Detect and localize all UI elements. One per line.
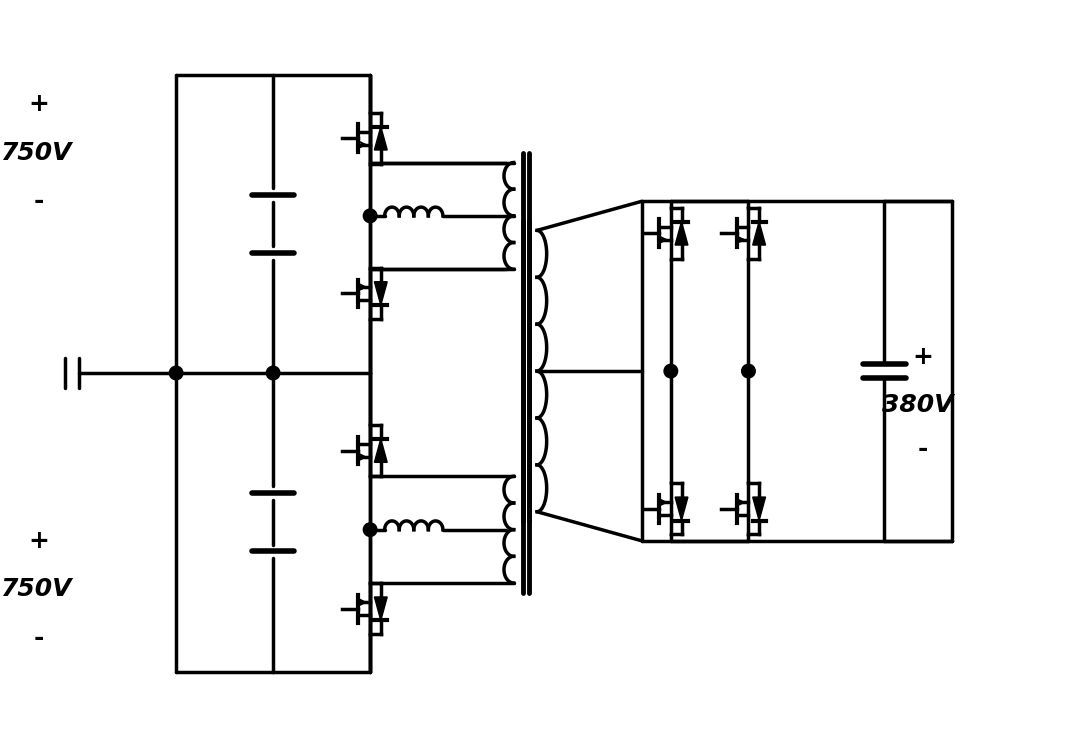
Circle shape (741, 364, 755, 378)
Polygon shape (375, 439, 388, 463)
Circle shape (266, 366, 280, 380)
Polygon shape (375, 597, 388, 621)
Circle shape (170, 366, 183, 380)
Polygon shape (753, 497, 766, 521)
Polygon shape (375, 127, 388, 150)
Polygon shape (375, 282, 388, 305)
Circle shape (363, 209, 377, 222)
Text: 380V: 380V (882, 393, 954, 417)
Circle shape (363, 523, 377, 536)
Text: 750V: 750V (0, 141, 72, 165)
Text: -: - (917, 436, 928, 461)
Circle shape (664, 364, 677, 378)
Text: +: + (913, 345, 933, 369)
Text: +: + (28, 529, 49, 553)
Text: -: - (33, 626, 44, 650)
Polygon shape (753, 222, 766, 245)
Text: +: + (28, 93, 49, 116)
Polygon shape (675, 222, 688, 245)
Text: 750V: 750V (0, 577, 72, 601)
Polygon shape (675, 497, 688, 521)
Text: -: - (33, 189, 44, 213)
